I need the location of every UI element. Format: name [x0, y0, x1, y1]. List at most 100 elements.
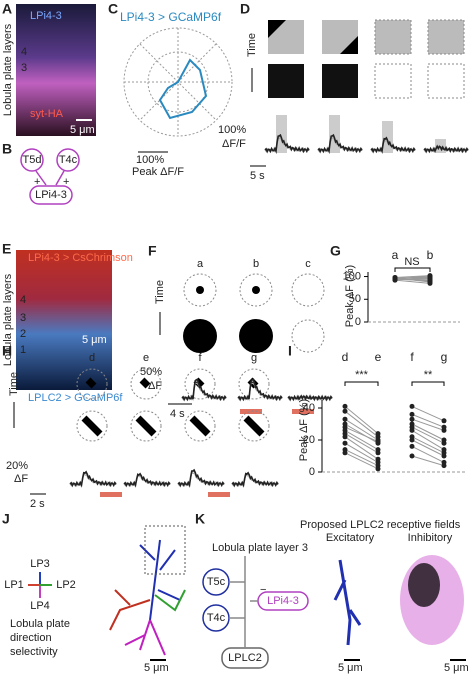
panel-label: F — [148, 243, 157, 259]
category: d — [342, 350, 349, 364]
pair-line — [344, 436, 379, 460]
dot — [441, 463, 447, 469]
dot — [409, 427, 415, 433]
panel-label: E — [2, 241, 11, 257]
pair-line — [394, 275, 431, 278]
pair-line — [344, 426, 379, 443]
direction-arrows — [28, 572, 52, 598]
pair-line — [411, 455, 445, 467]
pair-line — [411, 439, 445, 457]
dot — [342, 403, 348, 409]
panel-title: Proposed LPLC2 receptive fields — [300, 519, 461, 531]
dot — [409, 453, 415, 459]
node-label: T4c — [207, 612, 226, 624]
y-tick-label: 50 — [349, 293, 361, 305]
dot — [409, 443, 415, 449]
panel-label: K — [195, 511, 205, 527]
scale-text: 100% — [218, 124, 246, 136]
panel-label: C — [108, 1, 118, 17]
direction-label: LP4 — [30, 600, 50, 612]
inset-box — [144, 525, 186, 575]
panel-label: H — [2, 343, 12, 359]
panel-label: I — [288, 343, 292, 359]
stim-shade — [382, 121, 393, 153]
pair-line — [411, 418, 445, 431]
y-tick-label: 20 — [303, 434, 315, 446]
dot — [342, 408, 348, 414]
category: a — [392, 248, 399, 262]
condition: g — [251, 352, 257, 364]
condition: b — [253, 258, 259, 270]
y-tick-label: 0 — [309, 466, 315, 478]
receptive-field — [333, 559, 362, 646]
scale-text: ΔF/F — [222, 138, 246, 150]
pair-line — [344, 406, 379, 434]
scale-text: 5 μm — [444, 662, 469, 674]
axis-label: Peak ΔF (%) — [344, 265, 356, 327]
stain-label: LPLC2 > GCaMP6f — [28, 392, 123, 404]
dot — [441, 440, 447, 446]
scale-text: ΔF — [148, 380, 162, 392]
scale-text: ΔF — [14, 473, 28, 485]
panel-label: B — [2, 141, 12, 157]
y-tick-label: 40 — [303, 402, 315, 414]
light-bar — [208, 492, 230, 497]
light-bar — [240, 409, 262, 414]
condition: d — [89, 352, 95, 364]
node-label: T4c — [59, 154, 78, 166]
time-label: Time — [8, 372, 20, 396]
pair-line — [344, 429, 379, 451]
trace — [123, 472, 171, 488]
rf-label: Excitatory — [326, 532, 375, 544]
y-tick-label: 0 — [355, 316, 361, 328]
significance: *** — [355, 369, 369, 381]
y-tick-label: 100 — [343, 270, 361, 282]
light-bar — [292, 409, 314, 414]
pair-line — [344, 410, 379, 438]
dot — [375, 466, 381, 472]
panel-label: G — [330, 243, 341, 259]
pair-line — [344, 452, 379, 470]
bracket — [394, 267, 431, 272]
sign: + — [34, 176, 40, 188]
scale-text: 5 μm — [70, 124, 95, 136]
stimuli — [268, 19, 465, 99]
trace — [370, 136, 416, 155]
layer-label: 3 — [21, 62, 27, 74]
panel-title: LPi4-3 > GCaMP6f — [120, 10, 222, 24]
dot — [409, 416, 415, 422]
time-label: Time — [246, 33, 258, 57]
axis-label: Lobula plate layers — [2, 23, 14, 116]
axis-label: Peak ΔF (%) — [298, 399, 310, 461]
caption: Lobula plate — [10, 618, 70, 630]
stain-label: syt-HA — [30, 108, 64, 120]
pair-line — [344, 449, 379, 467]
trace — [423, 144, 469, 154]
axis-label: Lobula plate layers — [2, 273, 14, 366]
layer-label: 4 — [20, 294, 26, 306]
pair-line — [344, 433, 379, 454]
direction-label: LP1 — [4, 579, 24, 591]
layer-label: 1 — [20, 344, 26, 356]
scale-text: 4 s — [170, 408, 185, 420]
node-label: LPi4-3 — [35, 189, 67, 201]
bracket — [411, 381, 445, 386]
stim-shade — [276, 115, 287, 153]
condition: a — [197, 258, 204, 270]
pair-line — [344, 418, 379, 441]
dot — [375, 439, 381, 445]
pair-line — [411, 429, 445, 451]
pair-line — [411, 413, 445, 428]
category: b — [427, 248, 434, 262]
direction-label: LP2 — [56, 579, 76, 591]
dot — [409, 437, 415, 443]
trace — [317, 133, 363, 155]
stim-shade — [329, 115, 340, 153]
circuit — [202, 556, 309, 669]
stimuli — [183, 273, 325, 353]
panel-label: D — [240, 1, 250, 17]
caption: direction — [10, 632, 52, 644]
pair-line — [411, 445, 445, 463]
dot — [409, 403, 415, 409]
